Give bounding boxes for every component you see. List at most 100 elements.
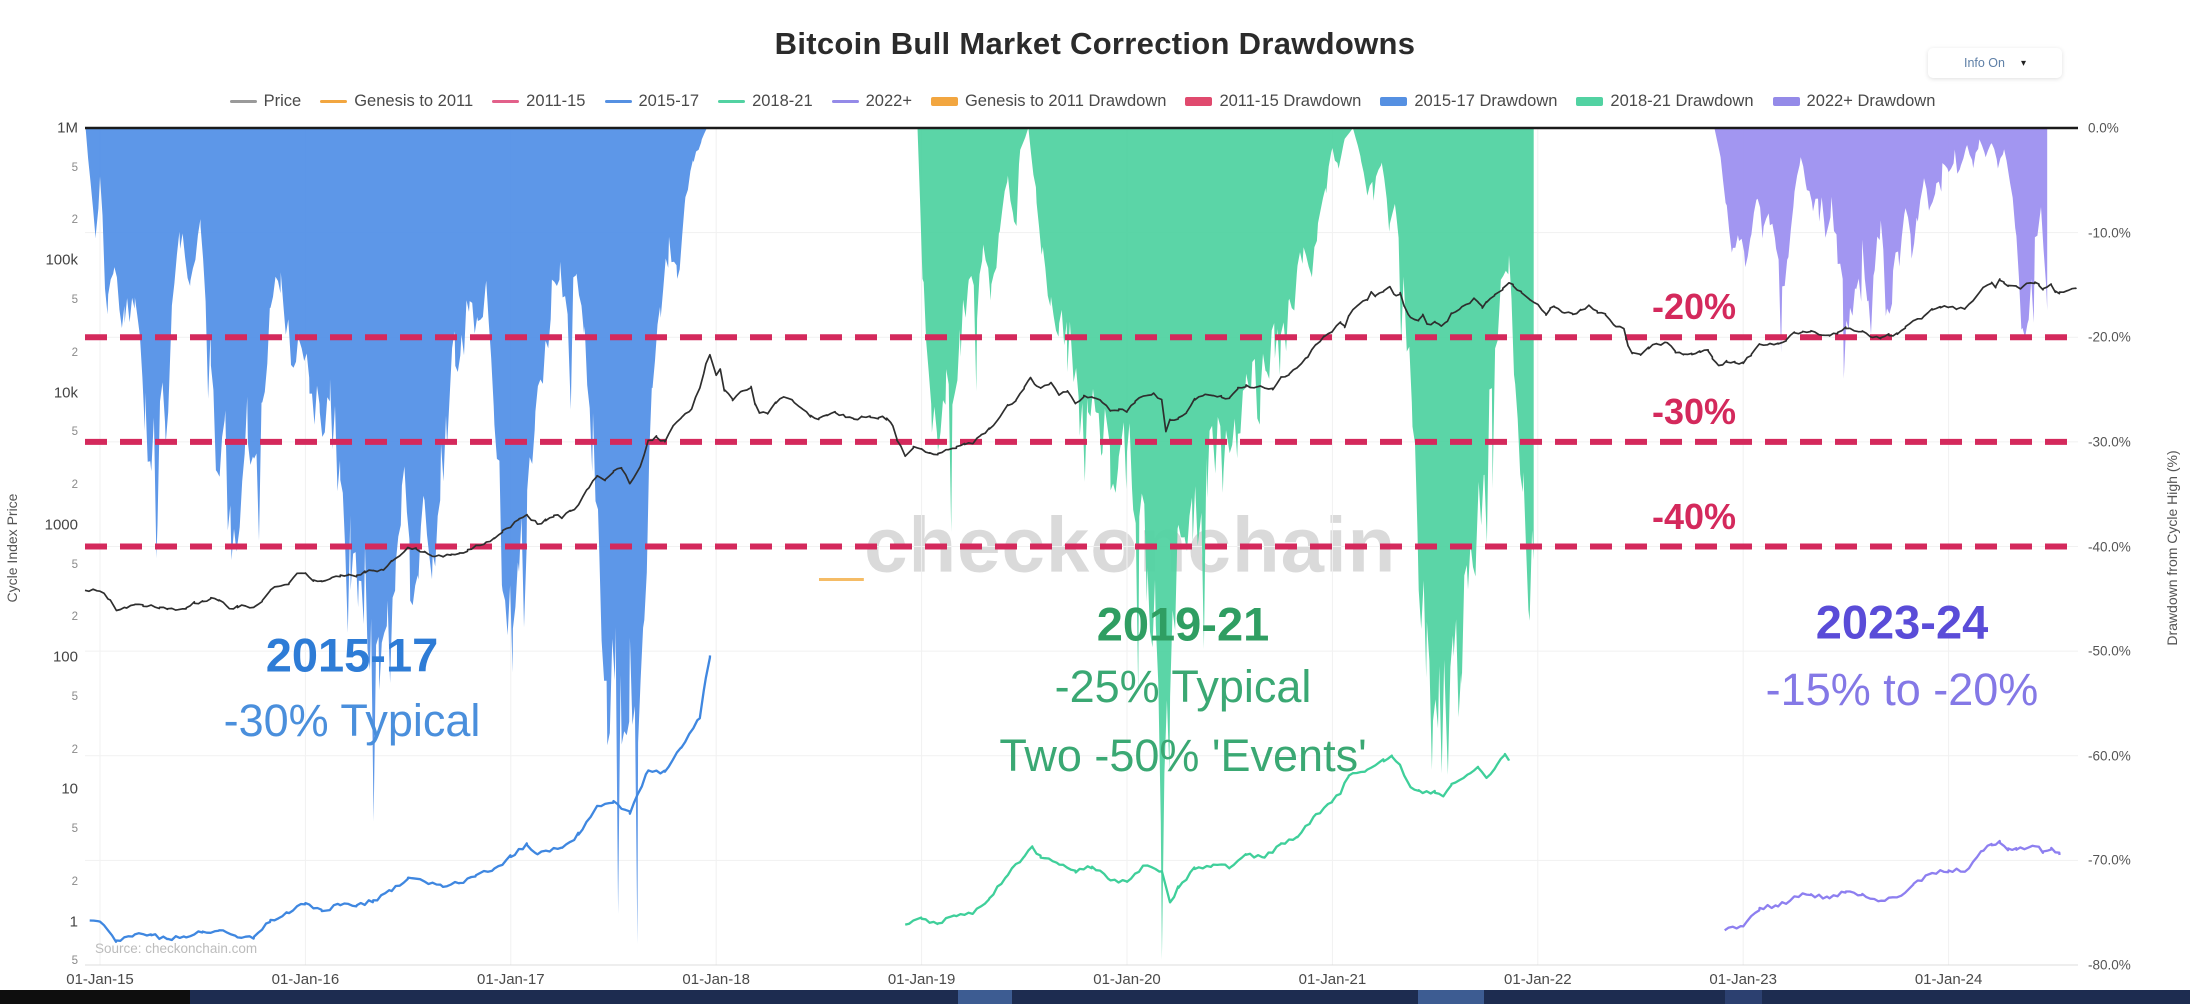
watermark-text: checkonchain	[864, 500, 1397, 589]
left-axis-tick: 100k	[45, 251, 78, 269]
legend-label: 2015-17 Drawdown	[1414, 92, 1558, 110]
left-axis-tick: 2	[71, 611, 78, 624]
chevron-down-icon: ▾	[2020, 57, 2027, 69]
x-axis-tick: 01-Jan-21	[1298, 971, 1367, 988]
x-axis-tick: 01-Jan-22	[1504, 971, 1572, 988]
legend-item-2015-17[interactable]: 2015-17	[604, 92, 700, 111]
cycle-annotation-year: 2015-17	[265, 628, 439, 682]
legend-swatch	[229, 100, 257, 103]
left-axis-tick: 5	[71, 823, 78, 836]
range-slider-segment	[1725, 990, 1762, 1004]
x-axis-tick: 01-Jan-20	[1093, 971, 1161, 988]
x-axis-tick: 01-Jan-17	[477, 971, 545, 988]
legend-item-2011-15[interactable]: 2011-15	[492, 92, 586, 111]
legend-item-genesis-to-2011-drawdown[interactable]: Genesis to 2011 Drawdown	[930, 92, 1167, 111]
right-axis-tick: -10.0%	[2088, 225, 2131, 241]
range-slider-segment	[1418, 990, 1484, 1004]
left-axis-tick: 5	[71, 294, 78, 307]
legend-item-2022-[interactable]: 2022+	[831, 92, 912, 111]
right-axis-tick: -50.0%	[2088, 643, 2131, 659]
legend-item-price[interactable]: Price	[229, 92, 302, 111]
left-axis-tick: 2	[71, 346, 78, 359]
legend-swatch	[718, 100, 746, 103]
left-axis-tick: 1M	[57, 119, 78, 137]
cycle-line-2018-21	[904, 752, 1511, 926]
left-axis-tick: 5	[71, 161, 78, 174]
drawdown-threshold-label: -20%	[1651, 286, 1737, 328]
2022-drawdown-area	[1714, 128, 2048, 379]
legend-item-2022-drawdown[interactable]: 2022+ Drawdown	[1772, 92, 1936, 111]
legend: Price Genesis to 2011 2011-15 2015-17 2018-2…	[85, 92, 2080, 111]
x-axis-tick: 01-Jan-19	[887, 971, 956, 988]
cycle-line-2015-17	[89, 655, 712, 943]
cycle-annotation-detail: -25% Typical	[1054, 661, 1312, 712]
legend-item-genesis-to-2011[interactable]: Genesis to 2011	[320, 92, 473, 111]
range-slider-segment	[1484, 990, 1725, 1004]
left-axis-title: Cycle Index Price	[4, 493, 20, 603]
legend-label: Genesis to 2011 Drawdown	[964, 92, 1167, 110]
range-slider-segment	[958, 990, 1012, 1004]
cycle-annotation-detail: -30% Typical	[223, 695, 481, 746]
legend-swatch	[604, 100, 632, 103]
x-axis-tick: 01-Jan-23	[1709, 971, 1777, 988]
x-axis-tick: 01-Jan-15	[66, 971, 134, 988]
range-slider-segment	[1012, 990, 1418, 1004]
legend-swatch	[831, 100, 859, 103]
legend-swatch	[320, 100, 348, 103]
legend-label: 2022+ Drawdown	[1806, 92, 1936, 110]
right-axis-tick: -80.0%	[2088, 957, 2131, 973]
right-axis-tick: -70.0%	[2088, 852, 2131, 868]
right-axis-tick: -40.0%	[2088, 539, 2131, 554]
legend-label: 2011-15 Drawdown	[1219, 92, 1362, 110]
legend-swatch	[930, 97, 958, 106]
info-toggle-button[interactable]: Info On ▾	[1928, 48, 2062, 78]
left-axis-tick: 2	[71, 743, 78, 756]
left-axis-tick: 10k	[53, 384, 78, 402]
legend-label: Genesis to 2011	[354, 92, 474, 110]
chart-title: Bitcoin Bull Market Correction Drawdowns	[774, 26, 1416, 61]
watermark: _checkonchain	[820, 500, 1397, 591]
left-axis-tick: 1000	[44, 516, 78, 534]
legend-label: Price	[263, 92, 302, 110]
legend-label: 2018-21	[752, 92, 813, 110]
left-axis-tick: 5	[71, 955, 78, 968]
left-axis-tick: 5	[71, 690, 78, 703]
left-axis-tick: 2	[71, 478, 78, 491]
right-axis-tick: -30.0%	[2088, 434, 2131, 450]
legend-item-2015-17-drawdown[interactable]: 2015-17 Drawdown	[1380, 92, 1557, 111]
legend-swatch	[1185, 97, 1213, 106]
info-toggle-label: Info On	[1963, 56, 2005, 70]
left-axis-tick: 10	[61, 780, 78, 798]
legend-swatch	[1576, 97, 1604, 106]
legend-item-2018-21-drawdown[interactable]: 2018-21 Drawdown	[1576, 92, 1754, 111]
left-axis-tick: 5	[71, 426, 78, 439]
legend-swatch	[1772, 97, 1800, 106]
cycle-annotation-detail: -15% to -20%	[1765, 664, 2039, 715]
source-note: Source: checkonchain.com	[95, 941, 258, 956]
range-slider[interactable]	[0, 990, 2190, 1004]
cycle-annotation-detail: Two -50% 'Events'	[999, 730, 1367, 781]
drawdown-threshold-label: -40%	[1651, 495, 1737, 537]
2015-17-drawdown-area	[85, 128, 708, 944]
legend-label: 2018-21 Drawdown	[1610, 92, 1754, 110]
right-axis-tick: 0.0%	[2088, 120, 2119, 136]
x-axis-tick: 01-Jan-18	[682, 971, 750, 988]
legend-item-2011-15-drawdown[interactable]: 2011-15 Drawdown	[1185, 92, 1361, 111]
right-axis-tick: -20.0%	[2088, 329, 2131, 345]
left-axis-tick: 2	[71, 875, 78, 888]
left-axis-tick: 5	[71, 558, 78, 571]
legend-item-2018-21[interactable]: 2018-21	[718, 92, 813, 111]
x-axis-tick: 01-Jan-24	[1914, 971, 1983, 988]
range-slider-segment	[0, 990, 190, 1004]
legend-label: 2015-17	[638, 92, 700, 110]
cycle-annotation-year: 2023-24	[1815, 595, 1989, 649]
price-line	[84, 278, 2077, 612]
range-slider-segment	[1762, 990, 2190, 1004]
drawdown-threshold-label: -30%	[1651, 390, 1737, 432]
right-axis-tick: -60.0%	[2088, 748, 2131, 764]
left-axis-tick: 1	[69, 913, 78, 931]
right-axis-title: Drawdown from Cycle High (%)	[2164, 450, 2180, 646]
legend-label: 2011-15	[526, 92, 586, 110]
x-axis-tick: 01-Jan-16	[271, 971, 340, 988]
